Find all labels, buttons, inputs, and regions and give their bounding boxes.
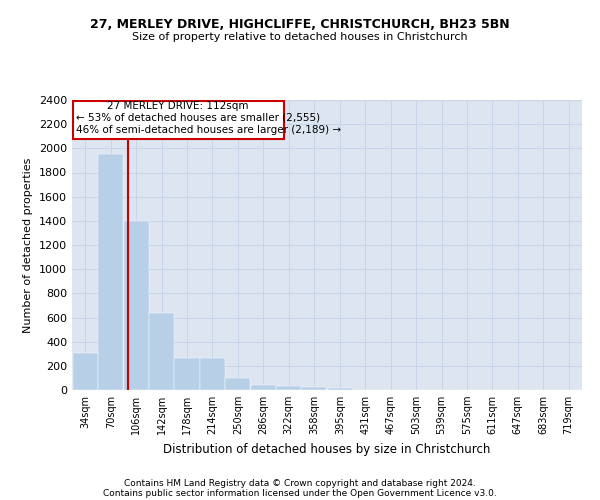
Bar [175,358,199,390]
Bar [98,154,124,390]
Text: ← 53% of detached houses are smaller (2,555): ← 53% of detached houses are smaller (2,… [76,112,320,122]
Text: 27, MERLEY DRIVE, HIGHCLIFFE, CHRISTCHURCH, BH23 5BN: 27, MERLEY DRIVE, HIGHCLIFFE, CHRISTCHUR… [90,18,510,30]
Bar [328,388,353,390]
Text: Size of property relative to detached houses in Christchurch: Size of property relative to detached ho… [132,32,468,42]
Text: 27 MERLEY DRIVE: 112sqm: 27 MERLEY DRIVE: 112sqm [107,101,249,111]
Bar [124,221,149,390]
Text: Contains public sector information licensed under the Open Government Licence v3: Contains public sector information licen… [103,488,497,498]
Bar [73,101,284,138]
Y-axis label: Number of detached properties: Number of detached properties [23,158,34,332]
Bar [276,386,301,390]
Bar [149,312,174,390]
Bar [301,387,326,390]
Bar [225,378,250,390]
Bar [200,358,225,390]
X-axis label: Distribution of detached houses by size in Christchurch: Distribution of detached houses by size … [163,442,491,456]
Text: 46% of semi-detached houses are larger (2,189) →: 46% of semi-detached houses are larger (… [76,125,341,135]
Bar [251,384,275,390]
Text: Contains HM Land Registry data © Crown copyright and database right 2024.: Contains HM Land Registry data © Crown c… [124,478,476,488]
Bar [73,352,98,390]
